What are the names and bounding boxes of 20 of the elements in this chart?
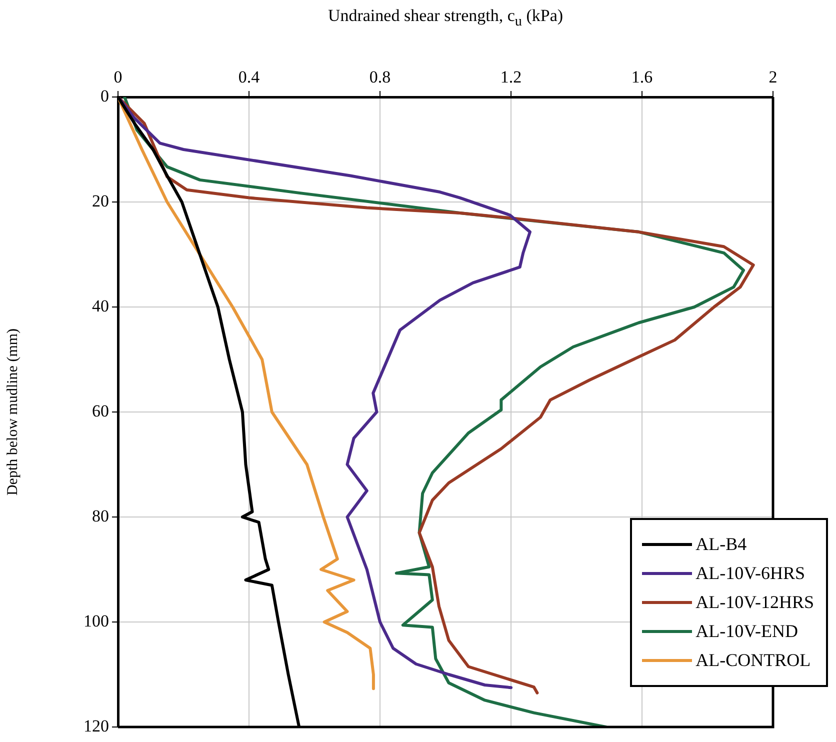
legend-label: AL-10V-END xyxy=(696,621,798,642)
x-tick-label: 1.6 xyxy=(631,67,653,86)
y-tick-label: 120 xyxy=(84,716,109,736)
x-tick-label: 2 xyxy=(768,67,778,86)
y-tick-label: 80 xyxy=(92,506,109,526)
y-tick-label: 40 xyxy=(92,296,109,316)
y-axis-title: Depth below mudline (mm) xyxy=(4,328,21,496)
legend-label: AL-10V-6HRS xyxy=(696,563,805,584)
x-axis-title: Undrained shear strength, c$_{u}$ (kPa) xyxy=(326,6,564,30)
x-tick-label: 0.8 xyxy=(369,67,391,86)
x-tick-label: 0 xyxy=(114,67,122,86)
y-tick-label: 20 xyxy=(92,191,109,210)
x-tick-label: 0.4 xyxy=(238,67,260,86)
legend-label: AL-CONTROL xyxy=(696,650,811,671)
x-tick-label: 1.2 xyxy=(500,67,522,86)
legend-label: AL-B4 xyxy=(696,534,747,555)
y-tick-label: 0 xyxy=(100,86,109,106)
y-tick-label: 100 xyxy=(84,611,109,630)
legend-label: AL-10V-12HRS xyxy=(696,592,814,613)
y-tick-label: 60 xyxy=(92,401,109,420)
